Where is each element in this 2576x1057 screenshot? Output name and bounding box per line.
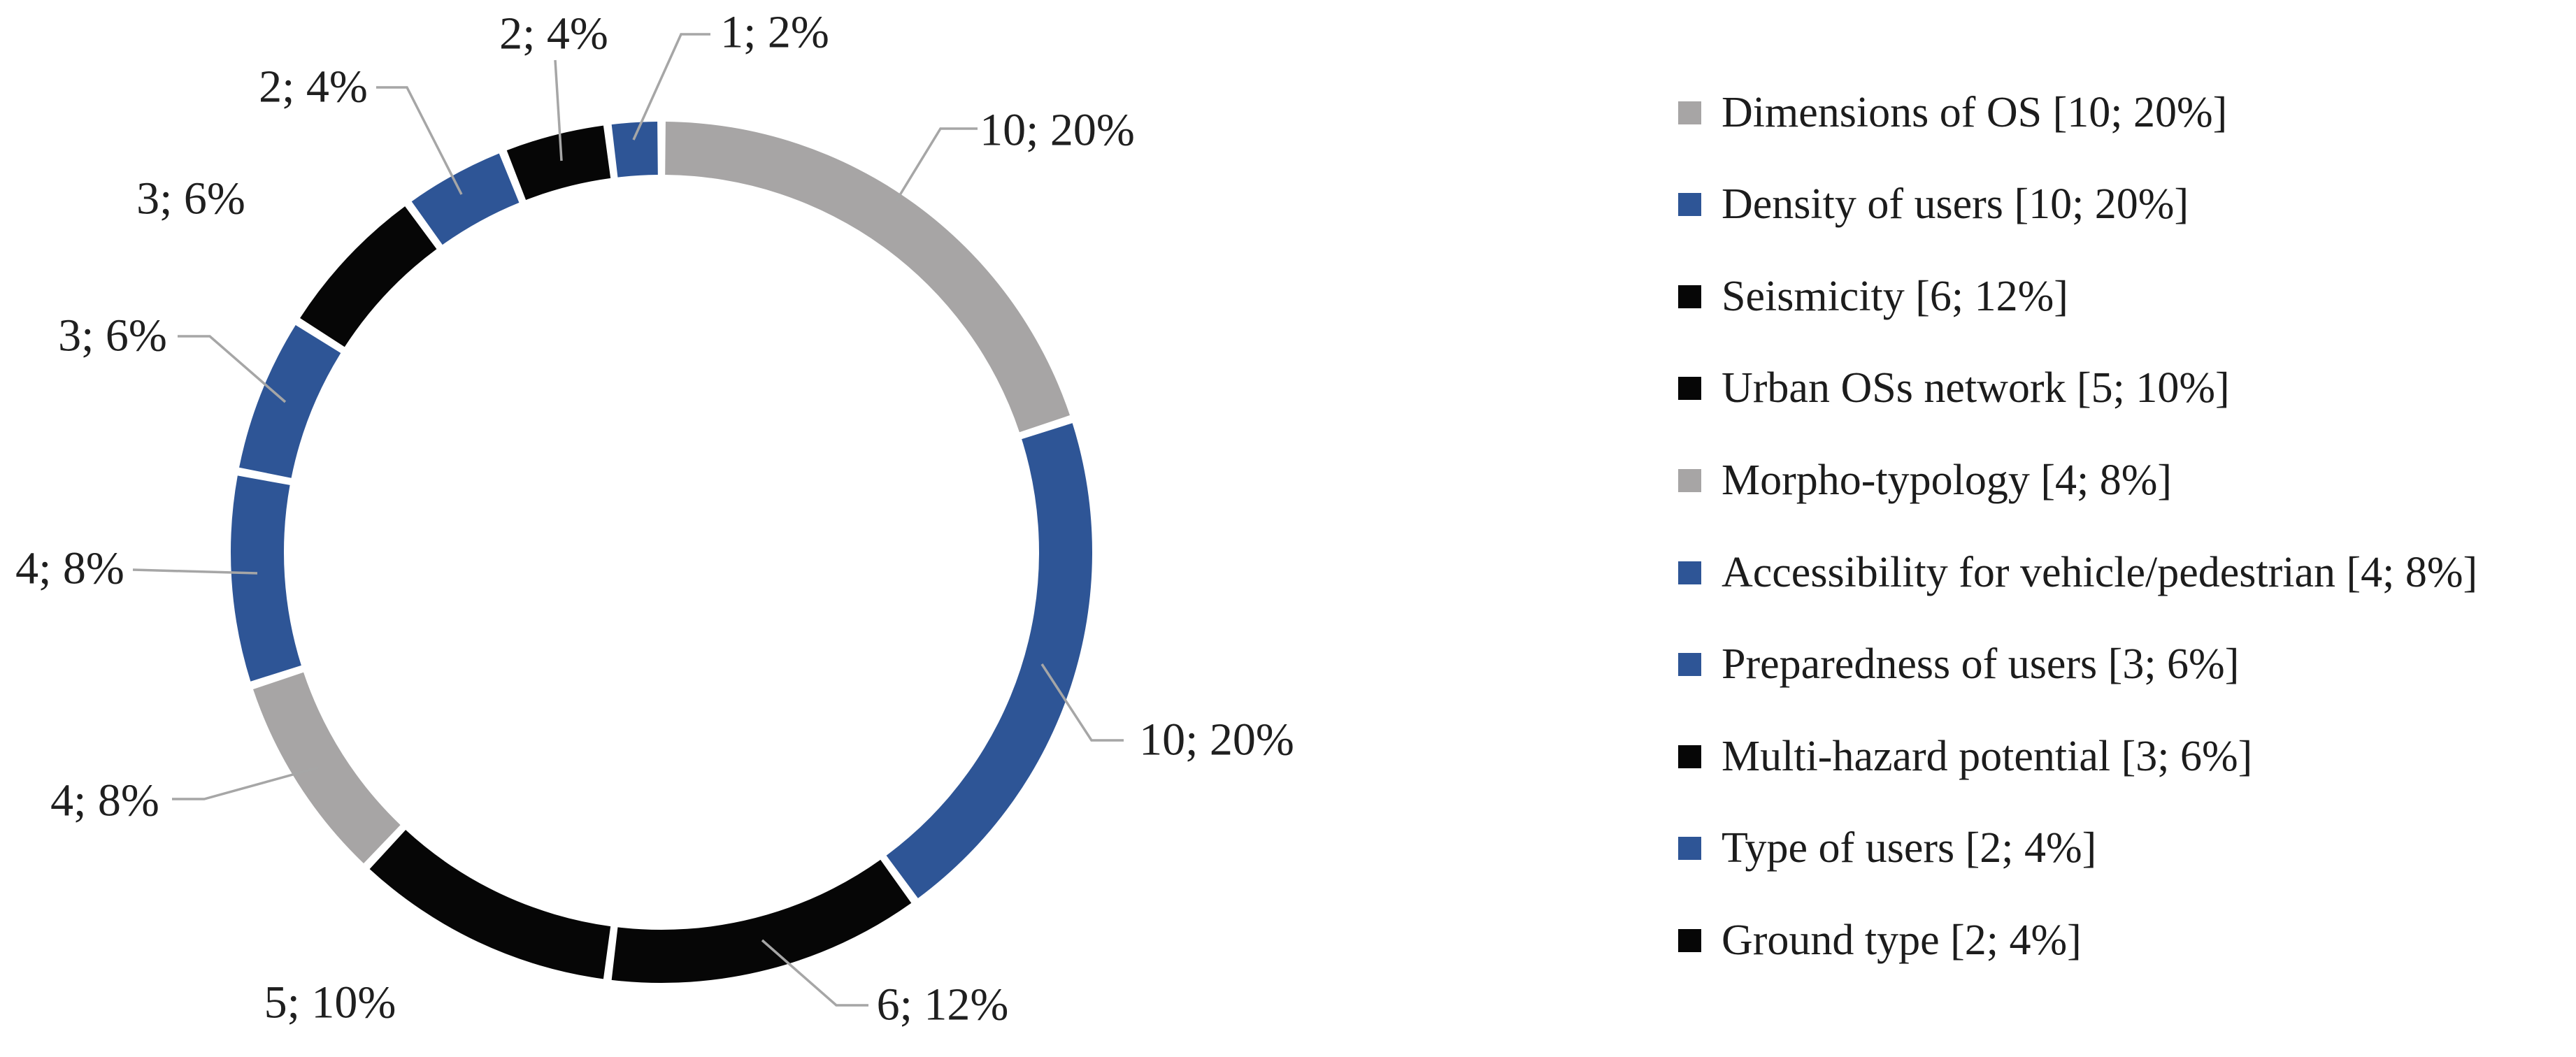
label-leader-line (895, 127, 978, 201)
legend-color-marker-icon (1678, 193, 1701, 217)
legend-item-label: Morpho-typology [4; 8%] (1722, 456, 2173, 504)
segment-data-label: 2; 4% (259, 62, 368, 113)
legend-item: Urban OSs network [5; 10%] (1678, 363, 2230, 415)
label-leader-line (132, 568, 258, 575)
donut-segment (300, 206, 437, 347)
legend-color-marker-icon (1678, 285, 1701, 308)
segment-data-label: 6; 12% (877, 979, 1009, 1030)
legend-color-marker-icon (1678, 837, 1701, 861)
segment-data-label: 4; 8% (50, 775, 159, 826)
segment-data-label: 2; 4% (499, 8, 608, 59)
donut-segment (665, 122, 1070, 433)
segment-data-label: 5; 10% (264, 977, 396, 1028)
legend-item: Preparedness of users [3; 6%] (1678, 639, 2239, 691)
legend-item-label: Dimensions of OS [10; 20%] (1722, 88, 2228, 136)
legend-color-marker-icon (1678, 101, 1701, 124)
donut-segment (253, 672, 401, 863)
donut-segment (611, 859, 912, 983)
legend-item-label: Ground type [2; 4%] (1722, 916, 2082, 964)
segment-data-label: 10; 20% (1139, 714, 1294, 765)
legend-item-label: Type of users [2; 4%] (1722, 824, 2097, 872)
label-leader-line (178, 335, 287, 403)
legend-color-marker-icon (1678, 468, 1701, 492)
legend-color-marker-icon (1678, 653, 1701, 677)
donut-segment (611, 122, 658, 178)
legend-item-label: Seismicity [6; 12%] (1722, 272, 2068, 320)
segment-data-label: 4; 8% (15, 543, 124, 594)
donut-segment (506, 125, 611, 201)
donut-segment (886, 423, 1093, 898)
legend-item: Multi-hazard potential [3; 6%] (1678, 731, 2252, 782)
donut-segment (369, 830, 611, 979)
legend-item: Dimensions of OS [10; 20%] (1678, 87, 2227, 138)
legend-item-label: Density of users [10; 20%] (1722, 180, 2189, 229)
donut-segment (231, 475, 301, 682)
segment-data-label: 10; 20% (980, 105, 1135, 156)
segment-data-label: 3; 6% (136, 173, 245, 224)
legend-item: Accessibility for vehicle/pedestrian [4;… (1678, 547, 2477, 598)
legend-item: Morpho-typology [4; 8%] (1678, 454, 2172, 506)
label-leader-line (376, 86, 463, 195)
legend-color-marker-icon (1678, 377, 1701, 401)
legend-item-label: Accessibility for vehicle/pedestrian [4;… (1722, 548, 2478, 596)
segment-data-label: 3; 6% (58, 310, 167, 361)
label-leader-line (1040, 663, 1124, 742)
label-leader-line (632, 33, 710, 141)
legend-item-label: Urban OSs network [5; 10%] (1722, 364, 2230, 412)
legend-item: Density of users [10; 20%] (1678, 179, 2189, 231)
legend-color-marker-icon (1678, 561, 1701, 584)
legend-item: Type of users [2; 4%] (1678, 823, 2096, 875)
label-leader-line (554, 59, 563, 161)
label-leader-line (761, 939, 868, 1007)
segment-data-label: 1; 2% (720, 7, 829, 58)
legend-color-marker-icon (1678, 928, 1701, 952)
donut-segment (239, 324, 341, 478)
label-leader-line (172, 766, 319, 800)
legend-item: Ground type [2; 4%] (1678, 914, 2082, 966)
legend-item-label: Multi-hazard potential [3; 6%] (1722, 732, 2253, 780)
legend-item-label: Preparedness of users [3; 6%] (1722, 640, 2240, 689)
donut-segment (411, 153, 520, 245)
legend-item: Seismicity [6; 12%] (1678, 271, 2068, 322)
legend-color-marker-icon (1678, 745, 1701, 768)
